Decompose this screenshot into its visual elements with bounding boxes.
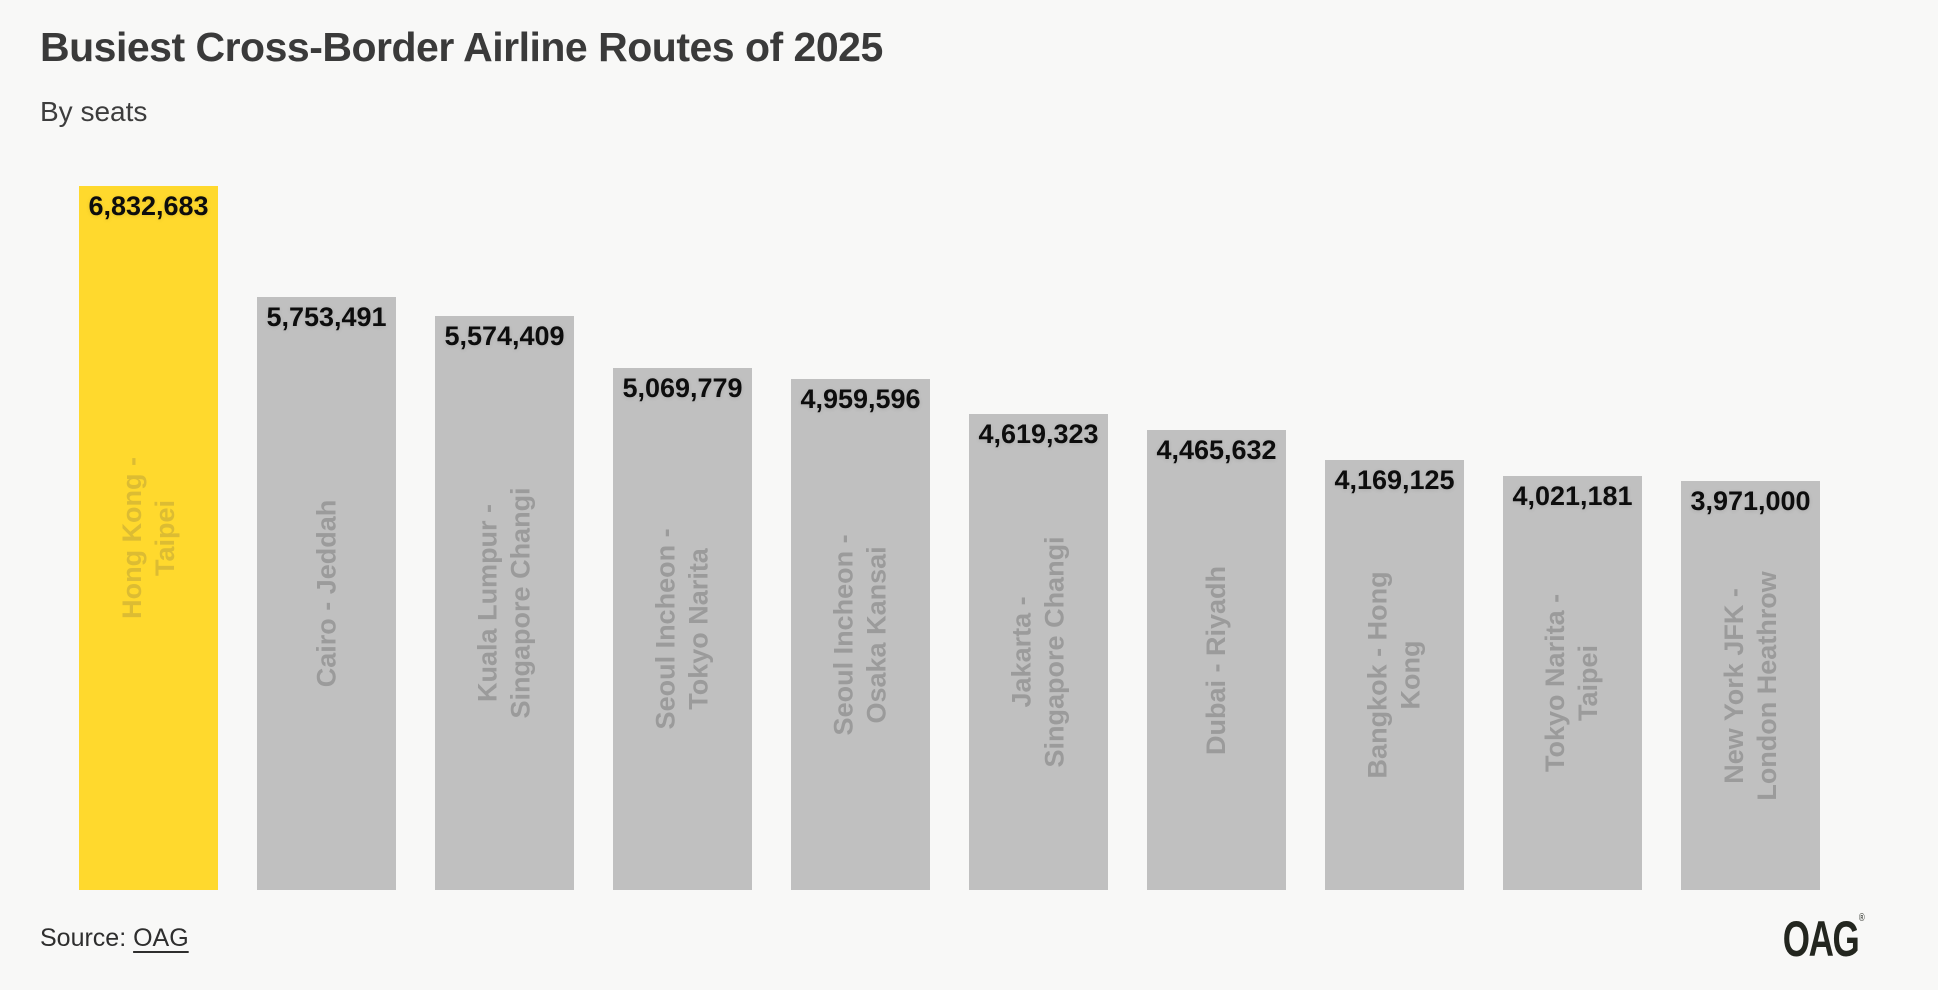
bar-value-label: 5,069,779	[622, 373, 743, 403]
source-line: Source: OAG	[40, 924, 189, 953]
bar-value-label: 4,021,181	[1512, 481, 1633, 511]
bar-category-label: Seoul Incheon - Osaka Kansai	[828, 533, 892, 736]
bar-category-label: Dubai - Riyadh	[1201, 565, 1232, 755]
bar[interactable]: 4,619,323 Jakarta - Singapore Changi	[969, 414, 1108, 890]
bar-category-label: Bangkok - Hong Kong	[1362, 571, 1426, 779]
bar-chart: 6,832,683 Hong Kong - Taipei 5,753,491 Cair…	[79, 186, 1820, 890]
bar-category-label-wrap: Tokyo Narita - Taipei	[1503, 476, 1642, 890]
bar-value-label: 4,959,596	[800, 384, 921, 414]
oag-logo-text: OAG	[1782, 911, 1860, 967]
bar[interactable]: 5,069,779 Seoul Incheon - Tokyo Narita	[613, 368, 752, 890]
bar-value-label: 6,832,683	[88, 191, 209, 221]
bar-category-label-wrap: Kuala Lumpur - Singapore Changi	[435, 316, 574, 890]
bar-value-label: 3,971,000	[1690, 486, 1811, 516]
bar[interactable]: 4,021,181 Tokyo Narita - Taipei	[1503, 476, 1642, 890]
bar-category-label-wrap: Bangkok - Hong Kong	[1325, 460, 1464, 890]
bar-category-label: New York JFK - London Heathrow	[1718, 570, 1782, 801]
chart-subtitle: By seats	[40, 96, 148, 127]
bar-value-label: 4,169,125	[1334, 465, 1455, 495]
bar-category-label: Cairo - Jeddah	[311, 499, 342, 688]
bar-category-label-wrap: New York JFK - London Heathrow	[1681, 481, 1820, 890]
source-prefix-label: Source:	[40, 924, 134, 952]
bar[interactable]: 4,959,596 Seoul Incheon - Osaka Kansai	[791, 379, 930, 890]
bar[interactable]: 5,753,491 Cairo - Jeddah	[257, 297, 396, 890]
bar-category-label: Jakarta - Singapore Changi	[1006, 536, 1070, 768]
bar-value-label: 4,619,323	[978, 419, 1099, 449]
bar[interactable]: 6,832,683 Hong Kong - Taipei	[79, 186, 218, 890]
bar[interactable]: 5,574,409 Kuala Lumpur - Singapore Changi	[435, 316, 574, 890]
bar-category-label-wrap: Dubai - Riyadh	[1147, 430, 1286, 890]
chart-title: Busiest Cross-Border Airline Routes of 2…	[40, 24, 883, 70]
bar-category-label-wrap: Cairo - Jeddah	[257, 297, 396, 890]
bar-value-label: 5,574,409	[444, 321, 565, 351]
bar[interactable]: 3,971,000 New York JFK - London Heathrow	[1681, 481, 1820, 890]
bar-category-label-wrap: Jakarta - Singapore Changi	[969, 414, 1108, 890]
bar-value-label: 4,465,632	[1156, 435, 1277, 465]
bar-category-label-wrap: Seoul Incheon - Osaka Kansai	[791, 379, 930, 890]
bar-category-label: Kuala Lumpur - Singapore Changi	[472, 487, 536, 719]
oag-logo[interactable]: OAG®	[1782, 910, 1865, 968]
bar-value-label: 5,753,491	[266, 302, 387, 332]
bar-category-label-wrap: Seoul Incheon - Tokyo Narita	[613, 368, 752, 890]
registered-trademark-icon: ®	[1859, 912, 1865, 924]
bar[interactable]: 4,169,125 Bangkok - Hong Kong	[1325, 460, 1464, 890]
source-link[interactable]: OAG	[133, 924, 189, 952]
bar-category-label: Seoul Incheon - Tokyo Narita	[650, 528, 714, 730]
bar[interactable]: 4,465,632 Dubai - Riyadh	[1147, 430, 1286, 890]
bar-category-label-wrap: Hong Kong - Taipei	[79, 186, 218, 890]
bar-category-label: Hong Kong - Taipei	[116, 457, 180, 619]
bar-category-label: Tokyo Narita - Taipei	[1540, 593, 1604, 773]
